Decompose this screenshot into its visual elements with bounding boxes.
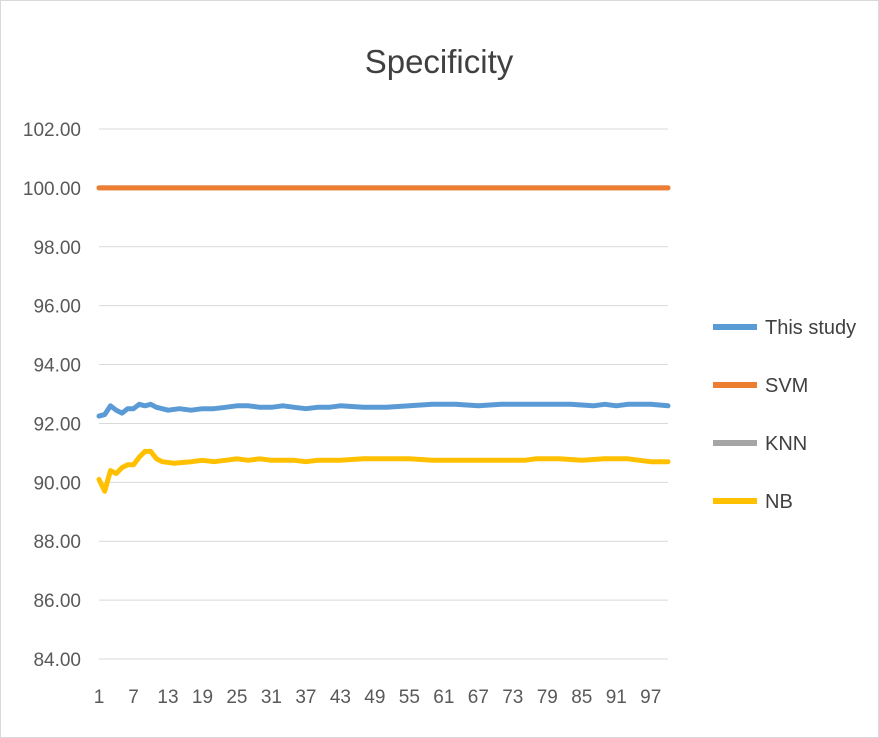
x-tick-label: 85 <box>571 687 592 708</box>
y-tick-label: 102.00 <box>23 120 81 141</box>
y-tick-label: 92.00 <box>33 414 81 435</box>
y-tick-label: 96.00 <box>33 297 81 318</box>
legend-label: KNN <box>765 433 807 455</box>
x-tick-label: 1 <box>94 687 105 708</box>
grid-lines <box>99 128 668 660</box>
legend-label: This study <box>765 317 856 339</box>
y-axis-ticks: 84.00 86.00 88.00 90.00 92.00 94.00 96.00 98.00… <box>23 120 81 671</box>
x-tick-label: 49 <box>364 687 385 708</box>
series-lines <box>96 185 671 494</box>
x-tick-label: 13 <box>157 687 178 708</box>
y-tick-label: 84.00 <box>33 650 81 671</box>
legend-item: NB <box>713 491 793 513</box>
x-tick-label: 67 <box>468 687 489 708</box>
legend-item: KNN <box>713 433 807 455</box>
x-tick-label: 97 <box>640 687 661 708</box>
x-tick-label: 7 <box>128 687 139 708</box>
legend-item: This study <box>713 317 856 339</box>
y-tick-label: 88.00 <box>33 532 81 553</box>
x-tick-label: 79 <box>537 687 558 708</box>
x-tick-label: 61 <box>433 687 454 708</box>
series-line-nb <box>96 448 671 494</box>
legend-item: SVM <box>713 375 808 397</box>
x-tick-label: 19 <box>192 687 213 708</box>
x-tick-label: 31 <box>261 687 282 708</box>
y-tick-label: 90.00 <box>33 473 81 494</box>
legend-label: SVM <box>765 375 808 397</box>
y-tick-label: 94.00 <box>33 356 81 377</box>
y-tick-label: 100.00 <box>23 179 81 200</box>
x-axis-ticks: 1 7 13 19 25 31 37 43 49 55 61 67 73 79 85 91 97 <box>94 687 662 708</box>
x-tick-label: 25 <box>226 687 247 708</box>
x-tick-label: 37 <box>295 687 316 708</box>
legend-label: NB <box>765 491 793 513</box>
y-tick-label: 98.00 <box>33 238 81 259</box>
x-tick-label: 73 <box>502 687 523 708</box>
x-tick-label: 91 <box>606 687 627 708</box>
legend: This study SVM KNN NB <box>713 317 856 513</box>
y-tick-label: 86.00 <box>33 591 81 612</box>
x-tick-label: 43 <box>330 687 351 708</box>
series-line-this-study <box>96 401 671 419</box>
x-tick-label: 55 <box>399 687 420 708</box>
chart-title: Specificity <box>365 43 514 80</box>
